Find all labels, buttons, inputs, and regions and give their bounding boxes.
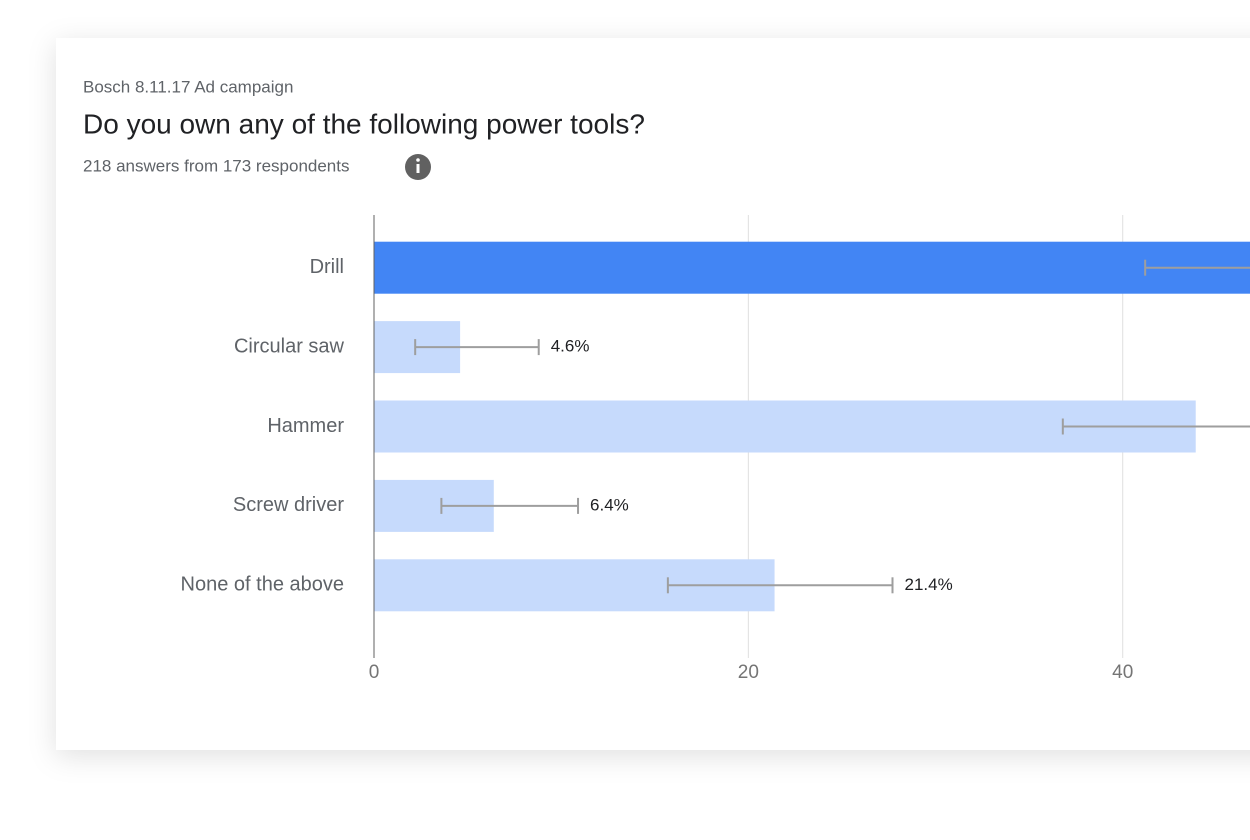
- bar: [374, 400, 1196, 453]
- x-tick-label: 40: [1112, 662, 1133, 683]
- y-tick-label: Circular saw: [234, 335, 345, 357]
- y-tick-label: None of the above: [181, 574, 344, 596]
- x-tick-label: 20: [738, 662, 759, 683]
- card: [56, 38, 1250, 750]
- info-icon[interactable]: [405, 154, 431, 180]
- supertitle: Bosch 8.11.17 Ad campaign: [83, 77, 293, 96]
- y-tick-label: Drill: [310, 256, 344, 278]
- y-tick-label: Screw driver: [233, 494, 344, 516]
- subtitle: 218 answers from 173 respondents: [83, 156, 350, 175]
- chart-title: Do you own any of the following power to…: [83, 108, 645, 139]
- value-label: 21.4%: [904, 575, 952, 594]
- y-tick-label: Hammer: [267, 415, 344, 437]
- value-label: 6.4%: [590, 495, 629, 514]
- x-tick-label: 0: [369, 662, 380, 683]
- bar: [374, 241, 1250, 294]
- value-label: 4.6%: [551, 337, 590, 356]
